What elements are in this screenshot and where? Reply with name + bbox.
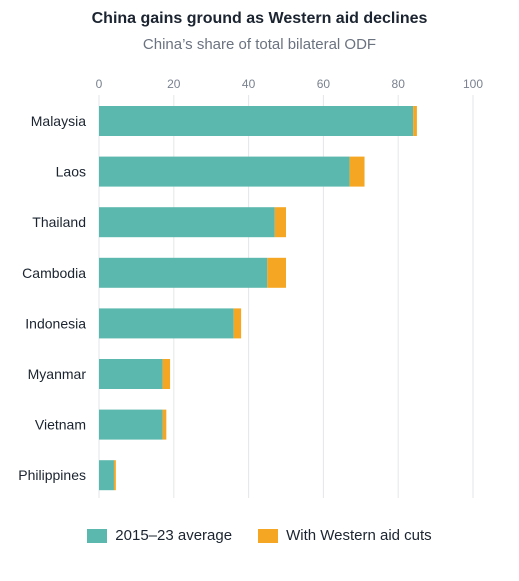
bar-malaysia-series-1 [413,106,417,136]
bar-vietnam-series-0 [99,409,163,440]
bar-indonesia-series-1 [233,308,242,339]
bar-myanmar-series-0 [99,359,163,389]
category-label-laos: Laos [56,164,86,180]
x-tick-label-20: 20 [167,77,181,91]
category-label-myanmar: Myanmar [28,366,87,382]
bar-chart: 0 20 40 60 80 100 Malaysia Laos Thailand Cambodia… [18,77,483,498]
x-tick-label-100: 100 [463,77,483,91]
bar-indonesia-series-0 [99,308,234,339]
legend-item-cuts: With Western aid cuts [258,527,432,544]
legend-swatch-average [87,528,108,543]
bar-thailand-series-1 [274,207,286,238]
legend-label-cuts: With Western aid cuts [286,527,432,544]
x-tick-label-40: 40 [242,77,256,91]
x-tick-label-60: 60 [317,77,331,91]
bar-thailand-series-0 [99,207,275,238]
bar-laos-series-1 [349,156,365,187]
x-tick-label-0: 0 [96,77,103,91]
bar-myanmar-series-1 [162,359,171,389]
legend-label-average: 2015–23 average [115,527,233,544]
category-label-vietnam: Vietnam [35,417,86,433]
bar-philippines-series-0 [99,460,114,491]
bar-laos-series-0 [99,156,350,187]
chart-subtitle: China’s share of total bilateral ODF [142,36,377,53]
bar-cambodia-series-1 [267,257,286,288]
category-label-cambodia: Cambodia [22,265,86,281]
bar-philippines-series-1 [113,460,116,491]
x-tick-label-80: 80 [392,77,406,91]
category-label-philippines: Philippines [18,467,86,483]
legend: 2015–23 average With Western aid cuts [0,527,519,544]
bar-vietnam-series-1 [162,409,167,440]
bar-malaysia-series-0 [99,106,414,136]
category-label-thailand: Thailand [32,214,86,230]
chart-title: China gains ground as Western aid declin… [91,10,428,27]
legend-swatch-cuts [258,528,279,543]
category-label-malaysia: Malaysia [31,113,86,129]
category-label-indonesia: Indonesia [25,315,86,331]
legend-item-average: 2015–23 average [87,527,232,544]
bar-cambodia-series-0 [99,257,268,288]
